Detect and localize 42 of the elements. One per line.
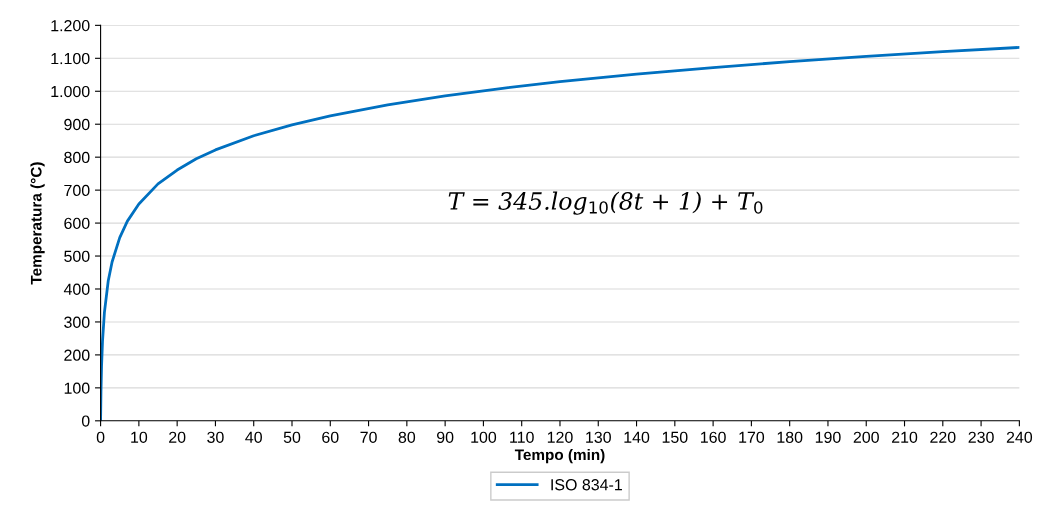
x-tick-label: 100 [471,431,497,443]
x-tick-label: 70 [360,431,377,443]
x-tick-label: 10 [131,431,148,443]
y-tick-label: 400 [63,283,90,295]
x-axis-title: Tempo (min) [514,448,605,464]
x-tick-label: 220 [930,431,956,443]
annotation: T = 345.log$_{10}$(8t + 1) + T$_{0}$ [448,191,763,215]
y-tick-label: 200 [64,349,90,361]
x-tick-label: 80 [398,431,416,443]
x-tick-label: 130 [586,431,611,443]
y-tick-label: 1.200 [51,19,90,32]
x-tick-label: 160 [701,431,726,443]
y-tick-label: 900 [64,118,90,131]
y-tick-label: 1.100 [51,52,90,65]
x-tick-label: 140 [624,431,650,443]
y-tick-label: 500 [64,250,90,262]
x-tick-label: 0 [96,431,105,443]
x-tick-label: 110 [510,431,534,443]
x-tick-label: 170 [739,431,765,443]
x-tick-label: 240 [1006,431,1033,443]
y-tick-label: 1.000 [51,85,90,98]
y-tick-label: 0 [81,415,90,427]
x-tick-label: 120 [547,431,573,443]
y-tick-label: 600 [64,217,90,230]
y-tick-label: 100 [64,382,90,394]
x-tick-label: 30 [207,431,224,443]
x-tick-label: 150 [662,431,688,443]
y-tick-label: 700 [64,184,90,197]
x-tick-label: 180 [777,431,803,443]
y-tick-label: 800 [64,151,90,164]
x-tick-label: 60 [322,431,339,443]
x-tick-label: 90 [437,431,454,443]
x-tick-label: 20 [169,431,186,443]
x-tick-label: 40 [245,431,262,443]
x-tick-label: 200 [853,431,879,443]
y-axis-title: Temperatura (°C) [30,162,45,285]
x-tick-label: 210 [892,431,918,443]
x-tick-label: 190 [815,431,841,443]
x-tick-label: 50 [283,431,301,443]
x-tick-label: 230 [968,431,994,443]
y-tick-label: 300 [64,316,90,328]
legend-label: ISO 834-1 [551,479,622,491]
